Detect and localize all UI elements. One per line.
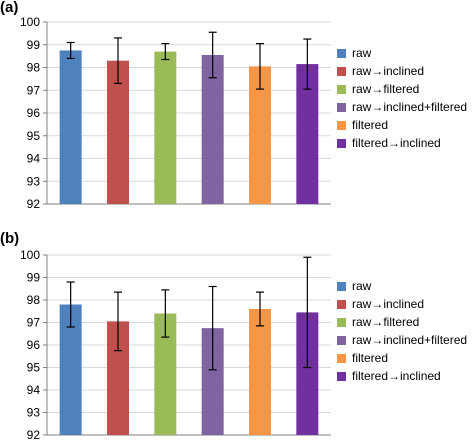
legend-swatch [337, 85, 346, 94]
panel-label: (a) [0, 0, 18, 16]
legend-entry: filtered→inclined [352, 369, 441, 383]
legend-swatch [337, 139, 346, 148]
bar [201, 328, 224, 435]
y-tick-label: 93 [27, 406, 41, 420]
legend-entry: raw [352, 279, 372, 293]
bar [154, 51, 177, 205]
y-tick-label: 95 [27, 129, 41, 143]
legend-swatch [337, 372, 346, 381]
y-tick-label: 97 [27, 316, 41, 330]
chart-panel-b: (b) 92 93 94 95 96 97 98 99 100 raw raw→inclined raw… [0, 230, 467, 440]
bar [249, 309, 271, 435]
legend-entry: raw→inclined+filtered [352, 100, 467, 114]
legend-swatch [337, 318, 346, 327]
legend-swatch [337, 282, 346, 291]
legend-entry: raw→filtered [352, 315, 419, 329]
bar [107, 321, 129, 435]
y-tick-label: 100 [20, 15, 40, 29]
bar [59, 304, 82, 435]
bar [296, 64, 319, 205]
bar [296, 312, 319, 435]
legend-entry: raw→filtered [352, 82, 419, 96]
y-tick-label: 98 [27, 293, 41, 307]
y-tick-label: 92 [27, 428, 41, 440]
legend-swatch [337, 103, 346, 112]
y-tick-label: 94 [27, 152, 41, 166]
legend-swatch [337, 49, 346, 58]
bar [107, 60, 129, 204]
y-tick-label: 97 [27, 83, 41, 97]
y-tick-label: 99 [27, 38, 41, 52]
bar [154, 313, 177, 435]
legend-entry: raw [352, 46, 372, 60]
legend-swatch [337, 300, 346, 309]
y-tick-label: 92 [27, 197, 41, 211]
legend-swatch [337, 67, 346, 76]
chart-panel-a: (a) 92 93 94 95 96 97 98 99 100 raw raw→inclined raw… [0, 0, 467, 211]
legend-swatch [337, 354, 346, 363]
bar [249, 66, 271, 204]
y-tick-label: 96 [27, 338, 41, 352]
legend-entry: raw→inclined [352, 64, 424, 78]
y-tick-label: 93 [27, 174, 41, 188]
legend-entry: filtered→inclined [352, 136, 441, 150]
y-tick-label: 98 [27, 61, 41, 75]
legend-entry: filtered [352, 118, 388, 132]
y-tick-label: 95 [27, 361, 41, 375]
y-tick-label: 96 [27, 106, 41, 120]
legend-entry: raw→inclined+filtered [352, 333, 467, 347]
y-tick-label: 99 [27, 271, 41, 285]
legend-entry: raw→inclined [352, 297, 424, 311]
bar [59, 50, 82, 204]
legend-swatch [337, 336, 346, 345]
panel-label: (b) [0, 230, 19, 247]
bar [201, 54, 224, 204]
y-tick-label: 94 [27, 383, 41, 397]
y-tick-label: 100 [20, 248, 40, 262]
legend-swatch [337, 121, 346, 130]
legend-entry: filtered [352, 351, 388, 365]
